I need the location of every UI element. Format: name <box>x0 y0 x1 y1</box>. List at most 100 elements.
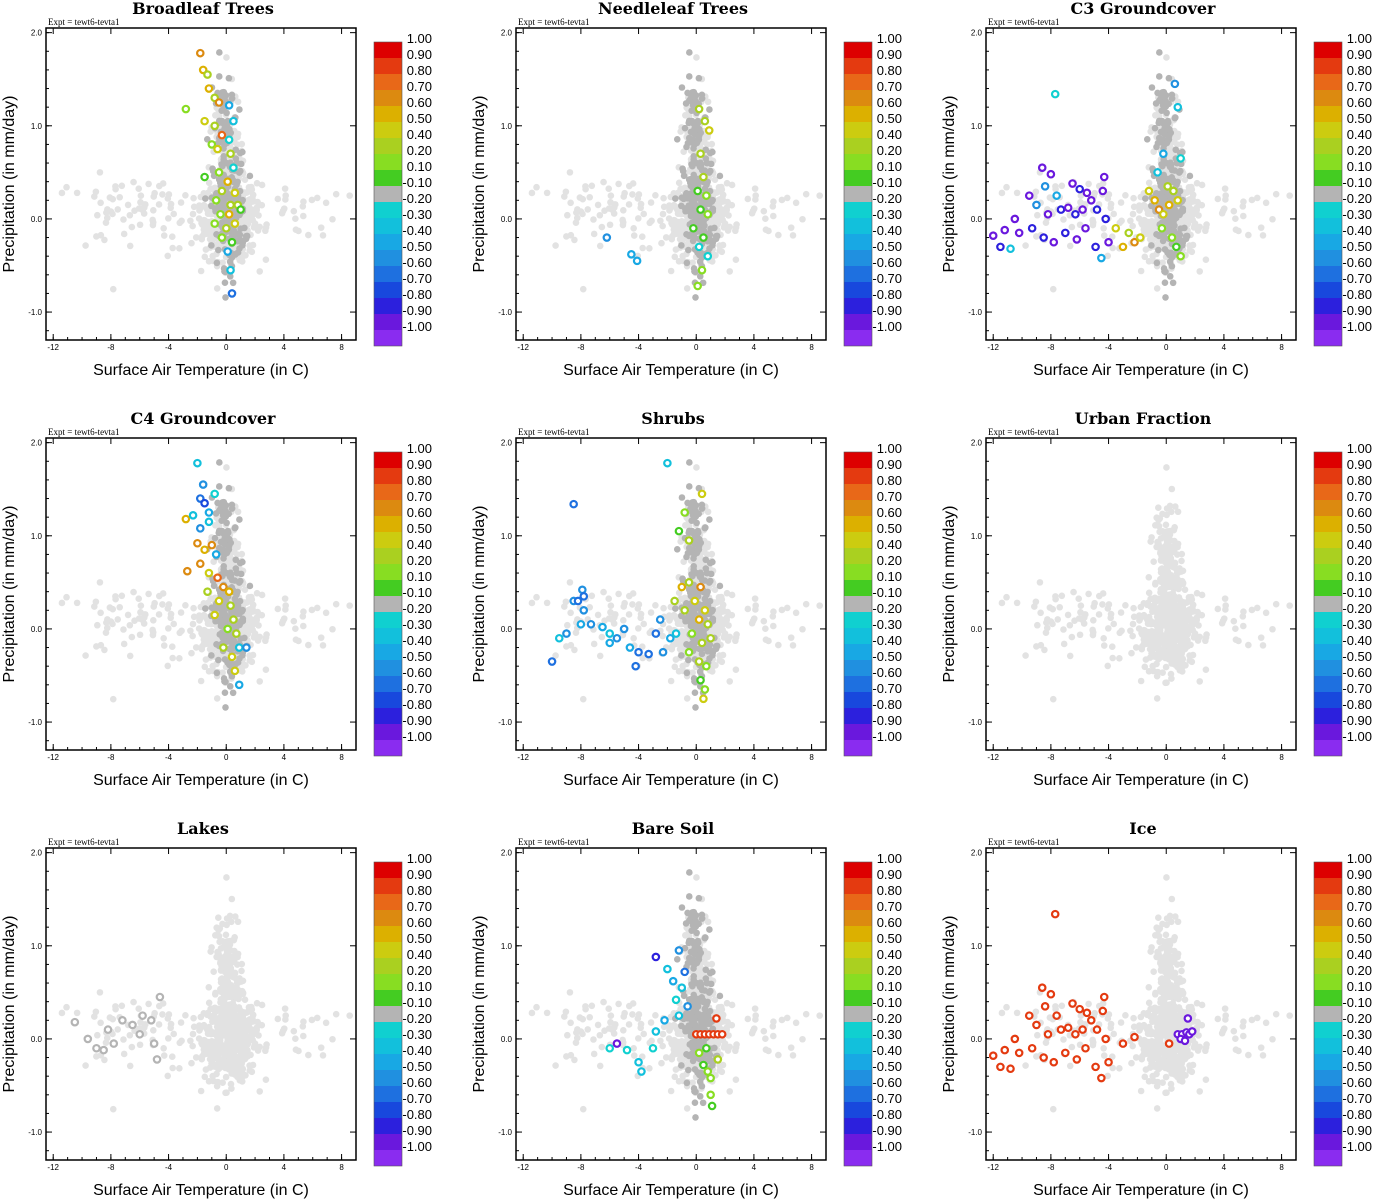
bg-point <box>177 199 185 206</box>
colorbar-swatch <box>844 42 872 58</box>
data-point <box>1092 205 1102 214</box>
colorbar-swatch <box>844 282 872 298</box>
bg-point <box>256 678 264 685</box>
bg-point <box>109 285 117 293</box>
bg-point <box>124 201 132 209</box>
bg-point <box>646 245 653 252</box>
neutral-point <box>1155 73 1163 80</box>
bg-point <box>164 252 172 260</box>
bg-point <box>155 611 163 618</box>
bg-point <box>567 199 574 207</box>
colorbar-label: 0.10 <box>407 569 432 584</box>
bg-point <box>693 54 700 61</box>
bg-point <box>176 655 183 662</box>
bg-point <box>802 190 810 198</box>
colorbar-label: -1.00 <box>402 319 432 334</box>
bg-point <box>717 206 725 213</box>
bg-point <box>159 601 166 608</box>
neutral-point <box>225 74 233 82</box>
bg-point <box>159 191 166 198</box>
neutral-point <box>1155 246 1162 254</box>
bg-point <box>1187 206 1195 213</box>
data-point <box>198 480 208 489</box>
bg-point <box>197 677 205 685</box>
colorbar-label: -0.80 <box>402 287 432 302</box>
y-tick-label: 0.0 <box>971 215 983 224</box>
bg-point <box>251 632 258 640</box>
colorbar-label: 0.90 <box>407 47 432 62</box>
bg-point <box>1146 235 1154 243</box>
colorbar-label: 0.40 <box>1347 127 1372 142</box>
bg-point <box>584 206 592 213</box>
bg-point <box>205 179 213 187</box>
neutral-point <box>681 124 689 132</box>
bg-point <box>1135 215 1143 222</box>
data-point <box>224 101 234 110</box>
panel-title: Needleleaf Trees <box>598 0 748 18</box>
data-point <box>696 205 705 214</box>
bg-point <box>816 192 823 199</box>
colorbar-swatch <box>374 218 402 234</box>
bg-point <box>63 183 70 191</box>
colorbar: 1.000.900.800.700.600.500.400.200.10-0.1… <box>1313 31 1372 347</box>
data-point <box>1159 149 1168 159</box>
bg-point <box>1253 194 1261 202</box>
bg-point <box>109 210 116 218</box>
neutral-point <box>698 91 706 99</box>
data-point <box>1046 169 1056 179</box>
data-point <box>1050 89 1060 99</box>
colorbar-swatch <box>374 484 402 500</box>
bg-point <box>1003 183 1010 191</box>
x-tick-label: 4 <box>282 753 287 762</box>
colorbar-label: -0.80 <box>402 697 432 712</box>
neutral-point <box>227 638 235 646</box>
bg-point <box>177 609 185 616</box>
neutral-point <box>228 91 236 99</box>
neutral-point <box>679 165 686 172</box>
bg-point <box>762 226 770 233</box>
neutral-point <box>218 527 226 535</box>
colorbar-frame <box>373 451 403 757</box>
colorbar-label: 0.60 <box>877 95 902 110</box>
colorbar-swatch <box>1314 250 1342 266</box>
data-point <box>230 188 240 198</box>
data-point <box>702 191 711 200</box>
x-axis-label: Surface Air Temperature (in C) <box>93 362 309 379</box>
bg-point <box>1232 226 1240 233</box>
neutral-point <box>229 689 237 697</box>
bg-point <box>322 609 330 617</box>
colorbar-label: -0.70 <box>1342 271 1372 286</box>
neutral-point <box>222 704 229 711</box>
colorbar-label: -0.60 <box>1342 255 1372 270</box>
colorbar-swatch <box>374 724 402 740</box>
colorbar-label: -0.40 <box>402 223 432 238</box>
bg-point <box>160 224 167 232</box>
colorbar-label: -0.90 <box>1342 303 1372 318</box>
bg-point <box>150 617 157 624</box>
data-point <box>234 680 244 690</box>
colorbar-label: -0.50 <box>402 239 432 254</box>
bg-point <box>1066 242 1074 250</box>
colorbar-swatch <box>374 122 402 138</box>
bg-point <box>213 285 221 292</box>
data-point <box>221 223 231 233</box>
bg-point <box>778 196 786 204</box>
bg-point <box>103 619 110 626</box>
colorbar-swatch <box>374 298 402 314</box>
colorbar-label: 0.10 <box>877 159 902 174</box>
x-tick-label: 0 <box>224 753 229 762</box>
neutral-point <box>693 139 701 147</box>
data-point <box>1040 182 1050 191</box>
neutral-point <box>683 231 690 238</box>
plot-frame <box>45 437 357 751</box>
data-point <box>693 186 702 196</box>
bg-point <box>606 221 614 229</box>
neutral-point <box>1179 148 1186 156</box>
data-point <box>1101 214 1110 224</box>
colorbar-label: -0.10 <box>872 175 902 190</box>
neutral-point <box>673 135 681 143</box>
bg-point <box>247 616 255 623</box>
bg-point <box>126 621 134 629</box>
data-point <box>226 601 235 610</box>
